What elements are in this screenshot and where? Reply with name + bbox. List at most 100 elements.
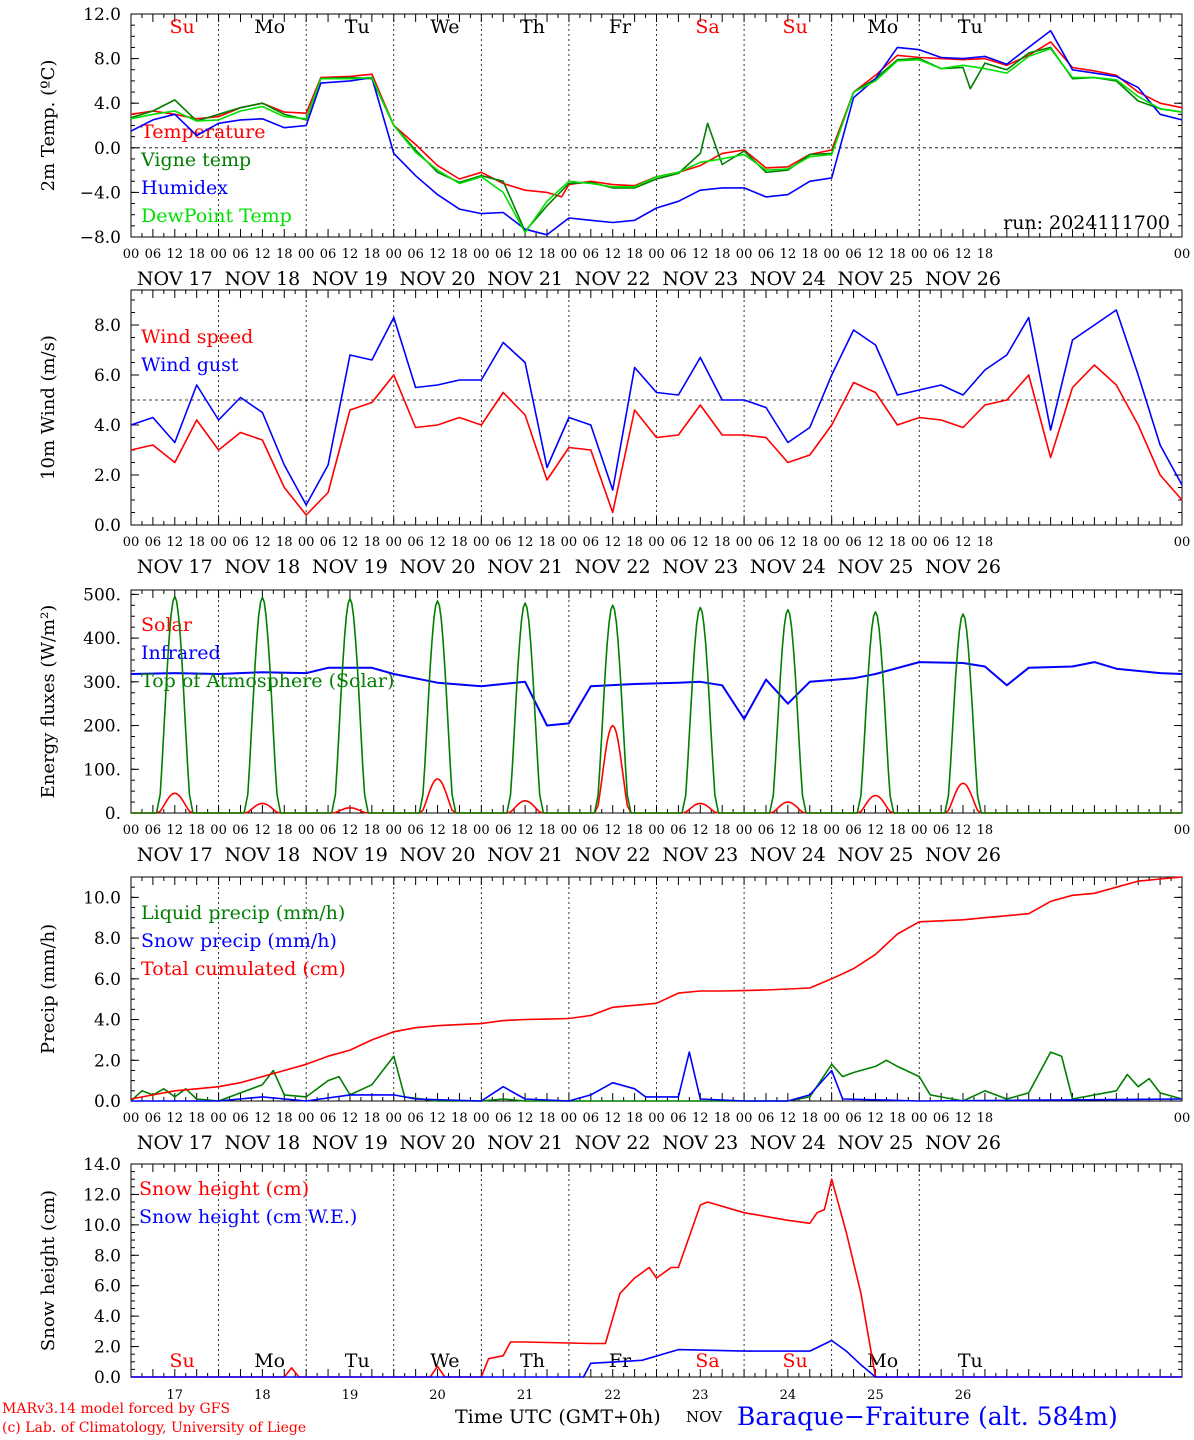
series-line-solar [131,724,1182,814]
hour-tick-label: 18 [539,535,556,550]
hour-tick-label: 12 [780,1111,797,1126]
chart-panel-2: 8.0 6.0 4.0 2.0 0.0 10m Wind (m/s) 00 06 12 18 NOV… [38,289,1190,578]
hour-tick-label: 06 [758,1111,775,1126]
hour-tick-label: 18 [364,535,381,550]
y-tick-label: 2.0 [94,1338,121,1358]
hour-tick-label: 06 [407,247,424,262]
hour-tick-label: 18 [276,535,293,550]
series-line-top-of-atmosphere-solar- [131,595,1182,814]
y-axis-title: Energy fluxes (W/m²) [38,605,59,799]
hour-tick-label: 06 [670,1111,687,1126]
hour-tick-label: 12 [254,1111,271,1126]
y-tick-label: 10.0 [83,1216,121,1236]
hour-tick-label: 18 [276,1111,293,1126]
legend-entry: Wind gust [141,354,239,376]
hour-tick-label: 06 [495,823,512,838]
x-axis-title: Time UTC (GMT+0h) [455,1406,661,1428]
y-tick-label: 10.0 [83,888,121,908]
weekday-label: Su [783,1350,808,1372]
date-label: NOV 24 [750,844,826,866]
hour-tick-label: 12 [254,823,271,838]
hour-tick-label: 18 [977,247,994,262]
hour-tick-label: 06 [758,247,775,262]
series-line-liquid-precip-mm-h- [130,1051,1183,1102]
chart-panel-1: 12.0 8.0 4.0 0.0 −4.0 −8.0 2m Temp. (ºC) 00 06 12… [38,5,1190,290]
hour-tick-label: 12 [867,535,884,550]
hour-tick-label: 00 [823,1111,840,1126]
date-label: NOV 22 [575,268,651,290]
station-name: Baraque−Fraiture (alt. 584m) [737,1402,1118,1431]
hour-tick-label: 12 [429,535,446,550]
hour-tick-label: 12 [867,247,884,262]
hour-tick-label: 18 [889,535,906,550]
date-label: NOV 23 [662,844,738,866]
hour-tick-label: 06 [320,823,337,838]
series-line-humidex [130,29,1183,236]
hour-tick-label: 06 [407,823,424,838]
hour-tick-label: 18 [801,823,818,838]
hour-tick-label: 00 [911,535,928,550]
hour-tick-label: 18 [188,823,205,838]
date-label: NOV 26 [925,556,1001,578]
hour-tick-label: 00 [385,247,402,262]
hour-tick-label: 06 [583,1111,600,1126]
hour-tick-label: 00 [648,1111,665,1126]
date-label: NOV 18 [224,556,300,578]
hour-tick-label: 00 [385,823,402,838]
hour-tick-label: 18 [626,823,643,838]
hour-tick-label: 12 [604,823,621,838]
date-label: NOV 22 [575,844,651,866]
date-label: NOV 26 [925,1132,1001,1154]
hour-tick-label: 00 [911,247,928,262]
day-number-label: 26 [955,1388,972,1403]
weekday-label: Mo [254,16,285,38]
weekday-label: Tu [958,1350,983,1372]
y-tick-label: 100. [83,760,121,780]
hour-tick-label: 00 [561,247,578,262]
hour-tick-label: 12 [429,823,446,838]
date-label: NOV 23 [662,268,738,290]
hour-tick-label: 18 [714,1111,731,1126]
hour-tick-label: 12 [342,247,359,262]
hour-tick-label: 06 [232,823,249,838]
hour-tick-label: 18 [714,535,731,550]
hour-tick-label: 00 [385,535,402,550]
date-label: NOV 18 [224,268,300,290]
hour-tick-label: 12 [955,247,972,262]
date-label: NOV 20 [400,556,476,578]
hour-tick-label: 00 [1174,1111,1191,1126]
hour-tick-label: 18 [451,535,468,550]
day-number-label: 19 [342,1388,359,1403]
date-label: NOV 21 [487,844,563,866]
series-line-total-cumulated-cm- [130,876,1183,1100]
hour-tick-label: 00 [123,247,140,262]
legend-entry: Snow precip (mm/h) [141,930,337,952]
series-line-infrared [130,661,1183,727]
legend-entry: Wind speed [141,326,253,348]
series-line-snow-height-cm- [131,1178,1182,1378]
date-label: NOV 21 [487,1132,563,1154]
hour-tick-label: 06 [670,247,687,262]
hour-tick-label: 12 [517,1111,534,1126]
date-label: NOV 23 [662,1132,738,1154]
hour-tick-label: 12 [429,247,446,262]
y-tick-label: 6.0 [94,1277,121,1297]
hour-tick-label: 18 [451,247,468,262]
hour-tick-label: 00 [823,247,840,262]
hour-tick-label: 18 [977,823,994,838]
date-label: NOV 25 [838,844,914,866]
hour-tick-label: 06 [758,823,775,838]
legend-entry: Snow height (cm) [139,1178,309,1200]
hour-tick-label: 18 [626,247,643,262]
hour-tick-label: 18 [451,823,468,838]
hour-tick-label: 00 [911,823,928,838]
hour-tick-label: 12 [604,1111,621,1126]
hour-tick-label: 12 [254,247,271,262]
weekday-label: Tu [958,16,983,38]
hour-tick-label: 00 [1174,823,1191,838]
date-label: NOV 17 [137,268,213,290]
hour-tick-label: 00 [473,247,490,262]
hour-tick-label: 18 [188,247,205,262]
y-tick-label: 8.0 [94,1246,121,1266]
